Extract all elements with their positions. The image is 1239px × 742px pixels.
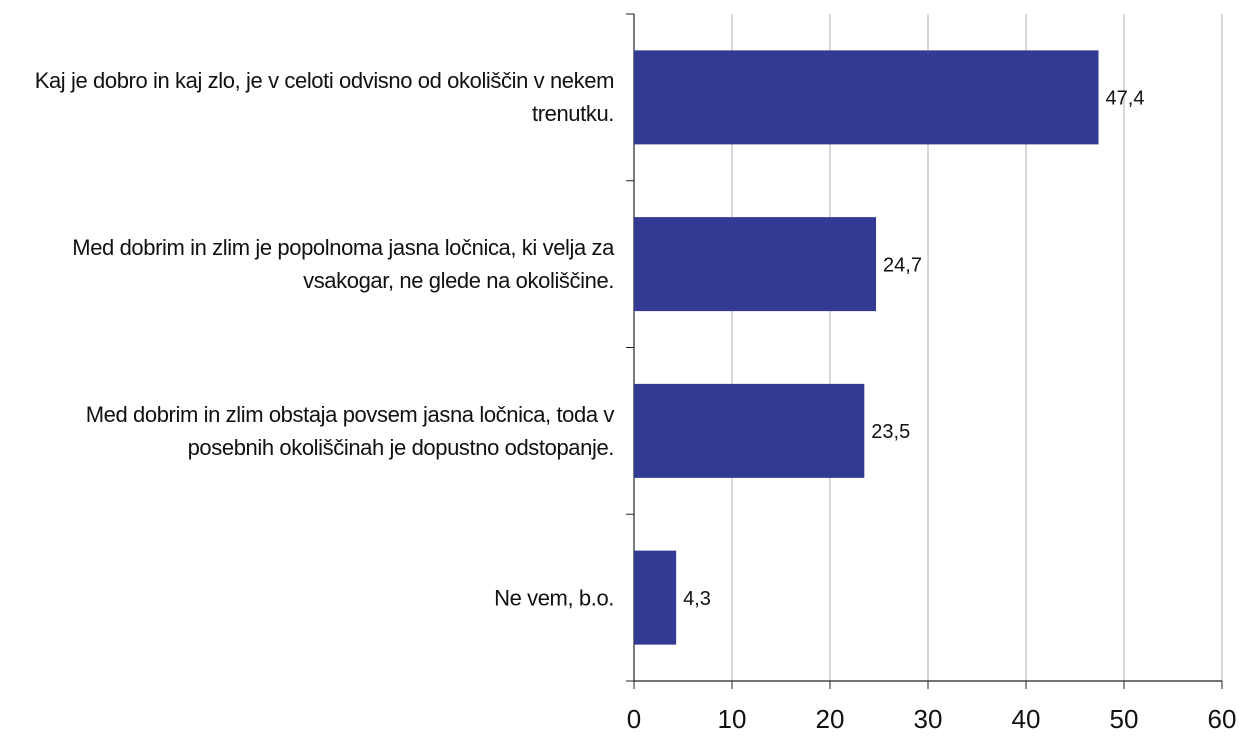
value-label: 24,7 [883,254,922,276]
bar [634,550,677,645]
x-tick-label: 30 [914,704,943,734]
bar [634,383,865,478]
value-label: 23,5 [871,421,910,443]
bar [634,217,877,312]
x-tick-label: 10 [718,704,747,734]
category-label: Ne vem, b.o. [494,585,614,611]
x-tick-label: 50 [1110,704,1139,734]
bar [634,50,1099,145]
value-label: 4,3 [683,588,711,610]
category-label: Med dobrim in zlim obstaja povsem jasna … [85,401,615,460]
x-tick-label: 40 [1012,704,1041,734]
value-label: 47,4 [1106,88,1145,110]
category-label: Med dobrim in zlim je popolnoma jasna lo… [72,235,614,294]
x-tick-label: 20 [816,704,845,734]
x-tick-label: 60 [1208,704,1237,734]
category-label: Kaj je dobro in kaj zlo, je v celoti odv… [34,68,615,127]
x-tick-label: 0 [627,704,641,734]
